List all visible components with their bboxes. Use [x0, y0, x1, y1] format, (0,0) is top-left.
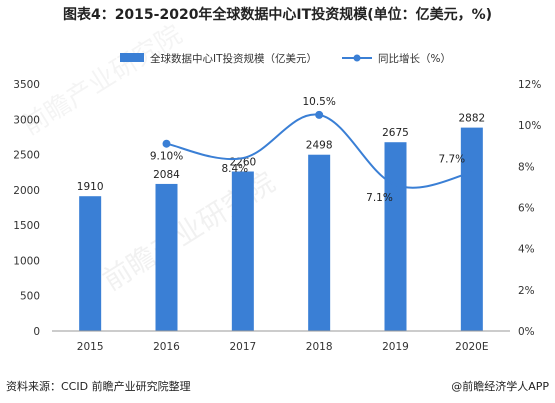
- y-tick-label: 0: [33, 326, 40, 338]
- legend-label-bar: 全球数据中心IT投资规模（亿美元）: [150, 52, 317, 65]
- x-tick-label: 2017: [229, 341, 256, 353]
- growth-point: [162, 139, 171, 148]
- x-tick-label: 2019: [382, 341, 409, 353]
- x-tick-label: 2020E: [455, 341, 488, 353]
- growth-value-label: 9.10%: [150, 151, 183, 163]
- bar-value-label: 2498: [306, 140, 333, 152]
- y-tick-label: 1000: [13, 255, 40, 267]
- source-note: 资料来源：CCID 前瞻产业研究院整理: [6, 380, 191, 393]
- y2-tick-label: 6%: [518, 203, 535, 215]
- x-tick-label: 2015: [77, 341, 104, 353]
- bar: [384, 142, 407, 331]
- growth-point: [315, 110, 324, 119]
- x-tick-label: 2016: [153, 341, 180, 353]
- credit-label: @前瞻经济学人APP: [451, 380, 549, 393]
- y-tick-label: 2000: [13, 185, 40, 197]
- y2-tick-label: 8%: [518, 161, 535, 173]
- y-tick-label: 3000: [13, 114, 40, 126]
- y2-tick-label: 12%: [518, 79, 541, 91]
- x-tick-label: 2018: [306, 341, 333, 353]
- bar-value-label: 1910: [77, 181, 104, 193]
- bar: [231, 171, 254, 331]
- growth-value-label: 7.1%: [366, 192, 393, 204]
- y2-tick-label: 0%: [518, 326, 535, 338]
- y-tick-label: 500: [20, 291, 40, 303]
- y-tick-label: 2500: [13, 150, 40, 162]
- y-tick-label: 1500: [13, 220, 40, 232]
- y2-tick-label: 10%: [518, 120, 541, 132]
- bar: [79, 196, 102, 331]
- growth-value-label: 10.5%: [302, 96, 335, 108]
- chart-title: 图表4：2015-2020年全球数据中心IT投资规模(单位：亿美元，%): [62, 7, 493, 23]
- y2-tick-label: 2%: [518, 285, 535, 297]
- bar-value-label: 2882: [458, 113, 485, 125]
- y2-tick-label: 4%: [518, 244, 535, 256]
- bar: [460, 127, 483, 331]
- bar: [155, 183, 178, 331]
- legend-swatch-bar: [120, 53, 144, 62]
- bar-value-label: 2675: [382, 127, 409, 139]
- legend-marker-line: [353, 54, 361, 62]
- bar-value-label: 2084: [153, 169, 180, 181]
- bar: [308, 154, 331, 331]
- legend-label-line: 同比增长（%）: [378, 52, 451, 65]
- y-tick-label: 3500: [13, 79, 40, 91]
- growth-value-label: 8.4%: [221, 163, 248, 175]
- growth-value-label: 7.7%: [438, 154, 465, 166]
